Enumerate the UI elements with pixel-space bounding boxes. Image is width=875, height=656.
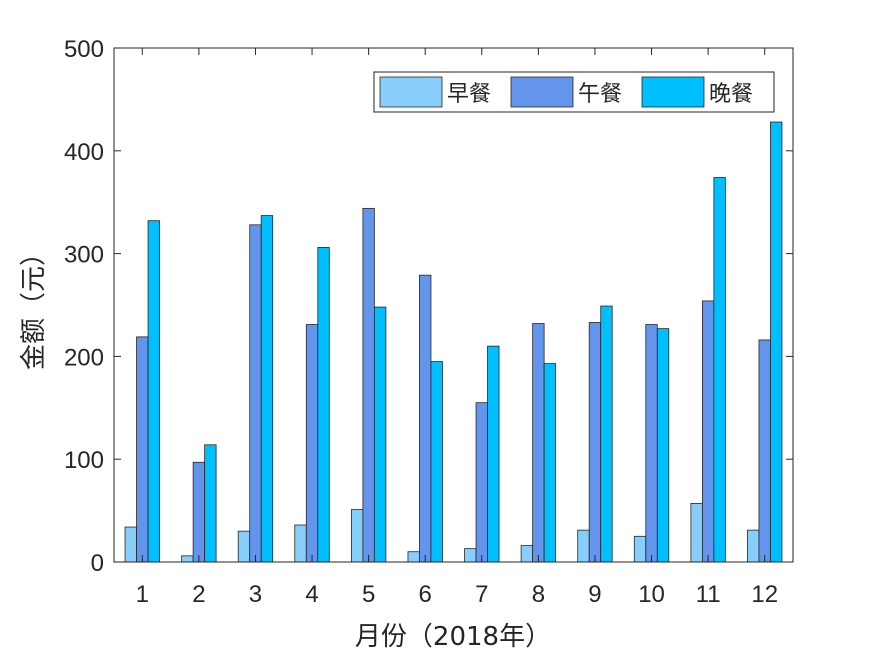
y-axis-title: 金额（元）	[19, 240, 49, 370]
bar-breakfast-month-10	[633, 535, 647, 563]
legend-swatch-lunch	[510, 76, 574, 108]
bar-breakfast-month-3	[237, 530, 251, 563]
bar-breakfast-month-9	[577, 529, 590, 563]
bar-dinner-month-1	[147, 220, 160, 563]
bar-breakfast-month-1	[124, 526, 137, 563]
bar-breakfast-month-2	[181, 555, 194, 563]
bar-dinner-month-6	[430, 361, 443, 563]
bar-lunch-month-11	[701, 300, 715, 563]
legend-swatch-dinner	[641, 76, 705, 108]
x-tick-label: 9	[588, 581, 601, 608]
bar-dinner-month-5	[373, 306, 387, 563]
x-tick-label: 11	[696, 581, 721, 608]
x-tick-label: 3	[249, 581, 262, 608]
y-tick-label: 500	[64, 36, 104, 63]
legend-label-dinner: 晚餐	[709, 82, 753, 107]
bar-breakfast-month-8	[520, 545, 534, 563]
bar-lunch-month-1	[136, 336, 149, 563]
legend: 早餐 午餐 晚餐	[373, 71, 775, 113]
x-tick-label: 12	[751, 581, 778, 608]
x-tick-label: 7	[475, 581, 488, 608]
bar-lunch-month-4	[305, 324, 319, 563]
bar-breakfast-month-6	[407, 551, 420, 563]
bar-dinner-month-8	[543, 363, 557, 563]
y-tick-label: 300	[64, 242, 104, 269]
plot-area	[114, 48, 793, 562]
y-axis-ticks: 0 100 200 300 400 500	[64, 36, 793, 577]
legend-swatch-breakfast	[379, 76, 443, 108]
bar-lunch-month-12	[758, 339, 771, 563]
y-tick-label: 400	[64, 139, 104, 166]
bar-lunch-month-10	[645, 324, 658, 563]
bar-dinner-month-7	[487, 345, 500, 563]
bar-breakfast-month-5	[350, 509, 364, 563]
bar-lunch-month-8	[532, 323, 545, 563]
bar-breakfast-month-7	[464, 548, 477, 563]
bar-lunch-month-5	[362, 207, 375, 563]
bar-breakfast-month-12	[747, 529, 760, 563]
bar-dinner-month-9	[600, 305, 613, 563]
bar-lunch-month-7	[475, 402, 488, 563]
x-tick-label: 4	[305, 581, 318, 608]
bar-lunch-month-2	[192, 461, 206, 563]
x-tick-label: 5	[362, 581, 375, 608]
bar-dinner-month-2	[204, 444, 217, 563]
x-tick-label: 10	[638, 581, 665, 608]
y-tick-label: 0	[91, 550, 104, 577]
bar-breakfast-month-11	[690, 502, 703, 563]
x-axis-title: 月份（2018年）	[355, 622, 551, 652]
bar-dinner-month-12	[770, 121, 783, 563]
plot-frame	[113, 47, 794, 563]
bar-dinner-month-11	[713, 177, 726, 563]
bar-lunch-month-6	[419, 274, 432, 563]
bars-group	[124, 121, 783, 563]
x-tick-label: 2	[192, 581, 205, 608]
y-tick-label: 100	[64, 447, 104, 474]
x-axis-ticks: 1 2 3 4 5 6 7 8 9 10 11 12	[136, 48, 778, 608]
bar-lunch-month-3	[249, 224, 262, 563]
x-tick-label: 6	[419, 581, 432, 608]
bar-lunch-month-9	[588, 322, 602, 563]
bar-dinner-month-3	[260, 215, 274, 563]
y-tick-label: 200	[64, 344, 104, 371]
legend-label-lunch: 午餐	[578, 82, 622, 107]
legend-label-breakfast: 早餐	[447, 82, 491, 107]
bar-breakfast-month-4	[294, 524, 307, 563]
x-tick-label: 1	[136, 581, 149, 608]
bar-dinner-month-4	[317, 247, 330, 563]
x-tick-label: 8	[532, 581, 545, 608]
bar-dinner-month-10	[656, 328, 670, 563]
